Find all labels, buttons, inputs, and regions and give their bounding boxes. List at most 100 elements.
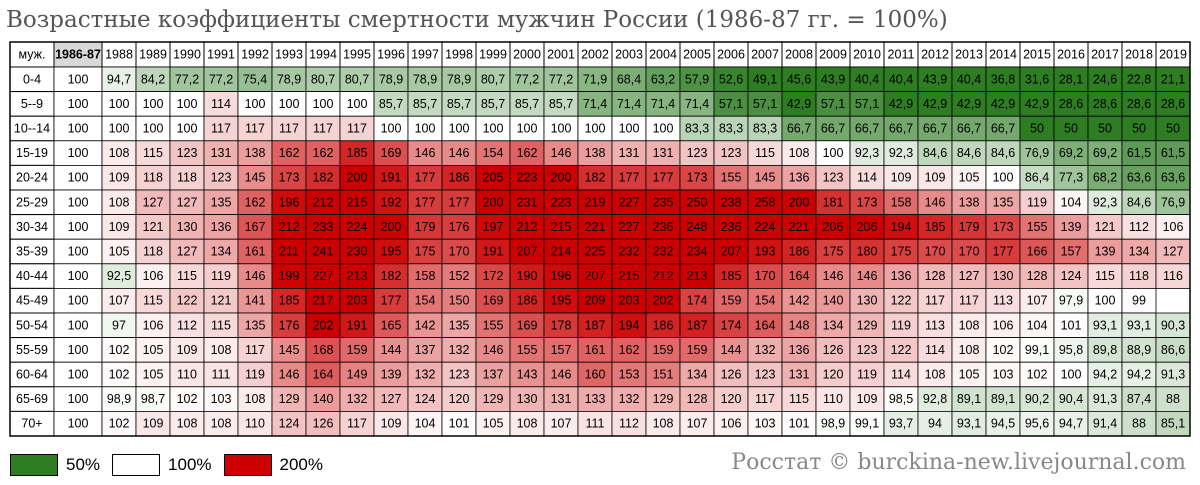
heatmap-cell-value: 172 xyxy=(483,269,504,283)
heatmap-cell xyxy=(679,66,715,93)
heatmap-cell-value: 113 xyxy=(925,318,945,332)
heatmap-cell xyxy=(543,66,579,93)
heatmap-cell-value: 196 xyxy=(551,269,572,283)
heatmap-cell xyxy=(781,312,817,339)
heatmap-cell-value: 100 xyxy=(68,318,89,332)
heatmap-cell-value: 180 xyxy=(857,245,878,259)
heatmap-cell xyxy=(1155,164,1191,191)
heatmap-cell xyxy=(203,410,239,437)
heatmap-cell-value: 90,4 xyxy=(1059,392,1083,406)
heatmap-cell xyxy=(611,361,647,388)
heatmap-cell-value: 66,7 xyxy=(855,122,879,136)
heatmap-cell-value: 109 xyxy=(857,392,878,406)
heatmap-cell-value: 85,1 xyxy=(1161,417,1185,431)
heatmap-cell xyxy=(237,287,273,314)
heatmap-cell xyxy=(1121,287,1157,314)
heatmap-cell-value: 100 xyxy=(68,343,89,357)
heatmap-cell-value: 128 xyxy=(925,269,946,283)
heatmap-cell xyxy=(985,386,1021,412)
heatmap-cell xyxy=(1053,66,1089,93)
heatmap-cell-value: 223 xyxy=(551,195,572,209)
heatmap-cell xyxy=(203,263,239,289)
heatmap-cell-value: 114 xyxy=(857,171,877,185)
heatmap-cell-value: 132 xyxy=(347,392,368,406)
heatmap-cell xyxy=(849,115,885,142)
heatmap-cell-value: 123 xyxy=(177,146,198,160)
heatmap-cell-value: 43,9 xyxy=(923,72,947,86)
heatmap-cell-value: 88 xyxy=(1166,392,1180,406)
heatmap-cell-value: 124 xyxy=(279,417,300,431)
heatmap-cell-value: 136 xyxy=(789,343,810,357)
heatmap-cell xyxy=(645,91,681,117)
heatmap-cell xyxy=(475,361,511,388)
heatmap-cell-value: 66,7 xyxy=(923,122,947,136)
heatmap-cell-value: 104 xyxy=(1061,195,1082,209)
heatmap-cell-value: 28,6 xyxy=(1059,97,1083,111)
heatmap-cell-value: 117 xyxy=(347,122,367,136)
heatmap-cell-value: 182 xyxy=(585,171,606,185)
heatmap-cell-value: 130 xyxy=(993,269,1014,283)
heatmap-cell xyxy=(985,238,1021,265)
heatmap-cell-value: 162 xyxy=(313,146,334,160)
heatmap-cell xyxy=(1019,189,1055,216)
heatmap-cell xyxy=(1087,287,1123,314)
heatmap-cell-value: 146 xyxy=(925,195,946,209)
heatmap-cell-value: 50 xyxy=(1030,122,1044,136)
heatmap-cell-value: 131 xyxy=(551,392,572,406)
heatmap-cell-value: 100 xyxy=(585,122,606,136)
heatmap-cell-value: 121 xyxy=(1095,220,1116,234)
heatmap-cell xyxy=(1053,91,1089,117)
heatmap-cell-value: 119 xyxy=(1027,195,1047,209)
heatmap-cell xyxy=(101,410,137,437)
heatmap-cell-value: 120 xyxy=(721,392,742,406)
heatmap-cell xyxy=(815,164,851,191)
heatmap-cell xyxy=(611,386,647,412)
heatmap-cell-value: 77,3 xyxy=(1059,171,1083,185)
heatmap-cell-value: 118 xyxy=(177,171,197,185)
heatmap-cell xyxy=(747,263,783,289)
heatmap-cell-value: 100 xyxy=(68,122,89,136)
heatmap-cell-value: 159 xyxy=(687,343,708,357)
heatmap-cell-value: 91,4 xyxy=(1093,417,1117,431)
row-header-label: 55-59 xyxy=(16,343,48,357)
heatmap-cell-value: 115 xyxy=(143,294,163,308)
heatmap-cell-value: 200 xyxy=(347,171,368,185)
heatmap-cell xyxy=(53,189,103,216)
heatmap-cell xyxy=(305,115,341,142)
column-header-label: 2014 xyxy=(989,48,1017,62)
heatmap-cell-value: 138 xyxy=(245,146,266,160)
heatmap-cell xyxy=(441,214,477,240)
heatmap-cell-value: 105 xyxy=(143,343,164,357)
heatmap-cell-value: 104 xyxy=(1027,318,1048,332)
heatmap-cell-value: 173 xyxy=(279,171,300,185)
heatmap-cell-value: 175 xyxy=(823,245,844,259)
heatmap-cell-value: 68,4 xyxy=(617,72,641,86)
heatmap-cell xyxy=(135,164,171,191)
column-header-label: 2003 xyxy=(615,48,643,62)
heatmap-cell-value: 173 xyxy=(687,171,708,185)
heatmap-cell-value: 100 xyxy=(245,97,266,111)
heatmap-cell-value: 85,7 xyxy=(549,97,573,111)
heatmap-cell xyxy=(339,361,375,388)
heatmap-cell-value: 93,1 xyxy=(957,417,981,431)
heatmap-cell xyxy=(441,312,477,339)
heatmap-cell-value: 103 xyxy=(993,368,1014,382)
heatmap-cell-value: 160 xyxy=(585,368,606,382)
heatmap-cell xyxy=(339,66,375,93)
heatmap-cell-value: 75,4 xyxy=(243,72,267,86)
heatmap-cell-value: 91,3 xyxy=(1161,368,1185,382)
heatmap-cell-value: 122 xyxy=(177,294,198,308)
heatmap-cell xyxy=(237,140,273,166)
heatmap-cell xyxy=(951,189,987,216)
heatmap-cell-value: 57,1 xyxy=(719,97,743,111)
heatmap-cell xyxy=(1155,312,1191,339)
heatmap-cell xyxy=(781,410,817,437)
heatmap-cell xyxy=(781,214,817,240)
heatmap-cell xyxy=(305,238,341,265)
heatmap-cell-value: 206 xyxy=(857,220,878,234)
heatmap-cell-value: 174 xyxy=(721,318,742,332)
heatmap-cell-value: 155 xyxy=(483,318,504,332)
heatmap-cell-value: 166 xyxy=(1027,245,1048,259)
heatmap-cell-value: 88,9 xyxy=(1127,343,1151,357)
heatmap-cell-value: 114 xyxy=(211,97,231,111)
